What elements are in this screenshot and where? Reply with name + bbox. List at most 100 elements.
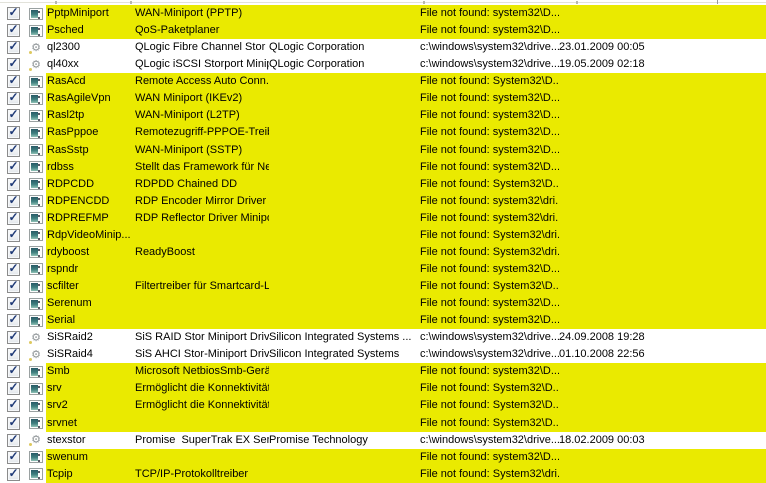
table-row[interactable]: ql2300 QLogic Fibre Channel Stor ... QLo… xyxy=(0,39,766,57)
entry-checkbox[interactable] xyxy=(6,346,20,362)
table-row[interactable]: RasAgileVpn WAN Miniport (IKEv2) File no… xyxy=(0,90,766,108)
checkbox-cell xyxy=(0,5,26,23)
icon-cell xyxy=(26,431,46,449)
table-row[interactable]: Serial File not found: system32\D... xyxy=(0,312,766,330)
entry-checkbox[interactable] xyxy=(6,73,20,89)
entry-name: Psched xyxy=(47,24,84,37)
entry-name: RasAcd xyxy=(47,75,86,88)
entry-name: Serial xyxy=(47,314,76,327)
entry-image-path: File not found: system32\D... xyxy=(420,160,559,173)
entry-checkbox[interactable] xyxy=(6,329,20,345)
entry-name: RDPENCDD xyxy=(47,194,110,207)
entry-checkbox[interactable] xyxy=(6,295,20,311)
row-highlight-area: Psched QoS-Paketplaner File not found: s… xyxy=(46,22,766,40)
entry-checkbox[interactable] xyxy=(6,107,20,123)
entry-name: RasAgileVpn xyxy=(47,92,111,105)
table-row[interactable]: srv Ermöglicht die Konnektivität... File… xyxy=(0,380,766,398)
entry-checkbox[interactable] xyxy=(6,5,20,21)
entry-checkbox[interactable] xyxy=(6,227,20,242)
entry-checkbox[interactable] xyxy=(6,261,20,276)
entry-name: srvnet xyxy=(47,416,77,429)
driver-window-icon xyxy=(29,314,43,327)
entry-checkbox[interactable] xyxy=(6,244,20,259)
table-row[interactable]: srvnet File not found: System32\D... xyxy=(0,414,766,432)
cropped-header-edge xyxy=(0,0,766,5)
table-row[interactable]: SiSRaid4 SiS AHCI Stor-Miniport Driver S… xyxy=(0,346,766,364)
entry-checkbox[interactable] xyxy=(6,380,20,396)
entry-checkbox[interactable] xyxy=(6,159,20,174)
entry-checkbox[interactable] xyxy=(6,312,20,328)
entry-checkbox[interactable] xyxy=(6,415,20,430)
table-row[interactable]: Smb Microsoft NetbiosSmb-Gerät... File n… xyxy=(0,363,766,381)
entry-checkbox[interactable] xyxy=(6,278,20,294)
table-row[interactable]: srv2 Ermöglicht die Konnektivität... Fil… xyxy=(0,397,766,415)
table-row[interactable]: scfilter Filtertreiber für Smartcard-Le.… xyxy=(0,278,766,296)
driver-window-icon xyxy=(29,382,43,395)
entry-checkbox[interactable] xyxy=(6,193,20,208)
driver-window-icon xyxy=(29,126,43,139)
table-row[interactable]: RasSstp WAN-Miniport (SSTP) File not fou… xyxy=(0,141,766,159)
table-row[interactable]: rdbss Stellt das Framework für Ne... Fil… xyxy=(0,158,766,176)
table-row[interactable]: RasAcd Remote Access Auto Conn... File n… xyxy=(0,73,766,91)
icon-cell xyxy=(26,124,46,142)
entry-image-path: File not found: System32\dri... xyxy=(420,245,559,258)
checkbox-cell xyxy=(0,141,26,159)
table-row[interactable]: Serenum File not found: system32\D... xyxy=(0,295,766,313)
table-row[interactable]: RDPREFMP RDP Reflector Driver Miniport F… xyxy=(0,209,766,227)
driver-window-icon xyxy=(29,109,43,122)
entry-checkbox[interactable] xyxy=(6,90,20,106)
row-highlight-area: RasAcd Remote Access Auto Conn... File n… xyxy=(46,73,766,91)
entry-description: Stellt das Framework für Ne... xyxy=(135,160,269,173)
table-row[interactable]: RdpVideoMinip... File not found: System3… xyxy=(0,226,766,244)
table-row[interactable]: RDPENCDD RDP Encoder Mirror Driver File … xyxy=(0,192,766,210)
entry-publisher: Silicon Integrated Systems xyxy=(269,348,400,361)
table-row[interactable]: ql40xx QLogic iSCSI Storport Minip... QL… xyxy=(0,56,766,74)
entry-name: SiSRaid2 xyxy=(47,331,93,344)
driver-list: PptpMiniport WAN-Miniport (PPTP) File no… xyxy=(0,5,766,483)
entry-description: QLogic Fibre Channel Stor ... xyxy=(135,41,269,54)
entry-checkbox[interactable] xyxy=(6,363,20,379)
entry-checkbox[interactable] xyxy=(6,466,20,481)
table-row[interactable]: SiSRaid2 SiS RAID Stor Miniport Driver S… xyxy=(0,329,766,347)
cropped-text-remnant xyxy=(130,1,132,4)
table-row[interactable]: RDPCDD RDPDD Chained DD File not found: … xyxy=(0,175,766,193)
table-row[interactable]: swenum File not found: system32\D... xyxy=(0,448,766,466)
driver-window-icon xyxy=(29,399,43,412)
driver-window-icon xyxy=(29,178,43,191)
table-row[interactable]: rdyboost ReadyBoost File not found: Syst… xyxy=(0,243,766,261)
driver-window-icon xyxy=(29,195,43,208)
entry-checkbox[interactable] xyxy=(6,432,20,447)
table-row[interactable]: Psched QoS-Paketplaner File not found: s… xyxy=(0,22,766,40)
checkbox-cell xyxy=(0,56,26,74)
driver-window-icon xyxy=(29,144,43,157)
entry-description: RDP Reflector Driver Miniport xyxy=(135,211,269,224)
checkbox-cell xyxy=(0,363,26,381)
row-highlight-area: rdyboost ReadyBoost File not found: Syst… xyxy=(46,243,766,261)
entry-checkbox[interactable] xyxy=(6,142,20,157)
table-row[interactable]: PptpMiniport WAN-Miniport (PPTP) File no… xyxy=(0,5,766,23)
table-row[interactable]: rspndr File not found: system32\D... xyxy=(0,260,766,278)
checkbox-cell xyxy=(0,90,26,108)
checkbox-cell xyxy=(0,158,26,176)
table-row[interactable]: Tcpip TCP/IP-Protokolltreiber File not f… xyxy=(0,465,766,483)
driver-window-icon xyxy=(29,297,43,310)
row-highlight-area: srv Ermöglicht die Konnektivität... File… xyxy=(46,380,766,398)
entry-description: WAN-Miniport (SSTP) xyxy=(135,143,243,156)
entry-checkbox[interactable] xyxy=(6,56,20,72)
table-row[interactable]: stexstor Promise SuperTrak EX Seri... Pr… xyxy=(0,431,766,449)
entry-checkbox[interactable] xyxy=(6,124,20,140)
entry-description: WAN Miniport (IKEv2) xyxy=(135,92,243,105)
entry-checkbox[interactable] xyxy=(6,397,20,413)
table-row[interactable]: Rasl2tp WAN-Miniport (L2TP) File not fou… xyxy=(0,107,766,125)
entry-checkbox[interactable] xyxy=(6,449,20,464)
entry-checkbox[interactable] xyxy=(6,176,20,191)
entry-image-path: File not found: System32\dri... xyxy=(420,228,559,241)
entry-image-path: c:\windows\system32\drive... xyxy=(420,58,559,71)
row-highlight-area: RasSstp WAN-Miniport (SSTP) File not fou… xyxy=(46,141,766,159)
driver-window-icon xyxy=(29,161,43,174)
entry-checkbox[interactable] xyxy=(6,210,20,225)
table-row[interactable]: RasPppoe Remotezugriff-PPPOE-Treiber Fil… xyxy=(0,124,766,142)
entry-checkbox[interactable] xyxy=(6,39,20,55)
entry-checkbox[interactable] xyxy=(6,22,20,38)
row-highlight-area: RdpVideoMinip... File not found: System3… xyxy=(46,226,766,244)
